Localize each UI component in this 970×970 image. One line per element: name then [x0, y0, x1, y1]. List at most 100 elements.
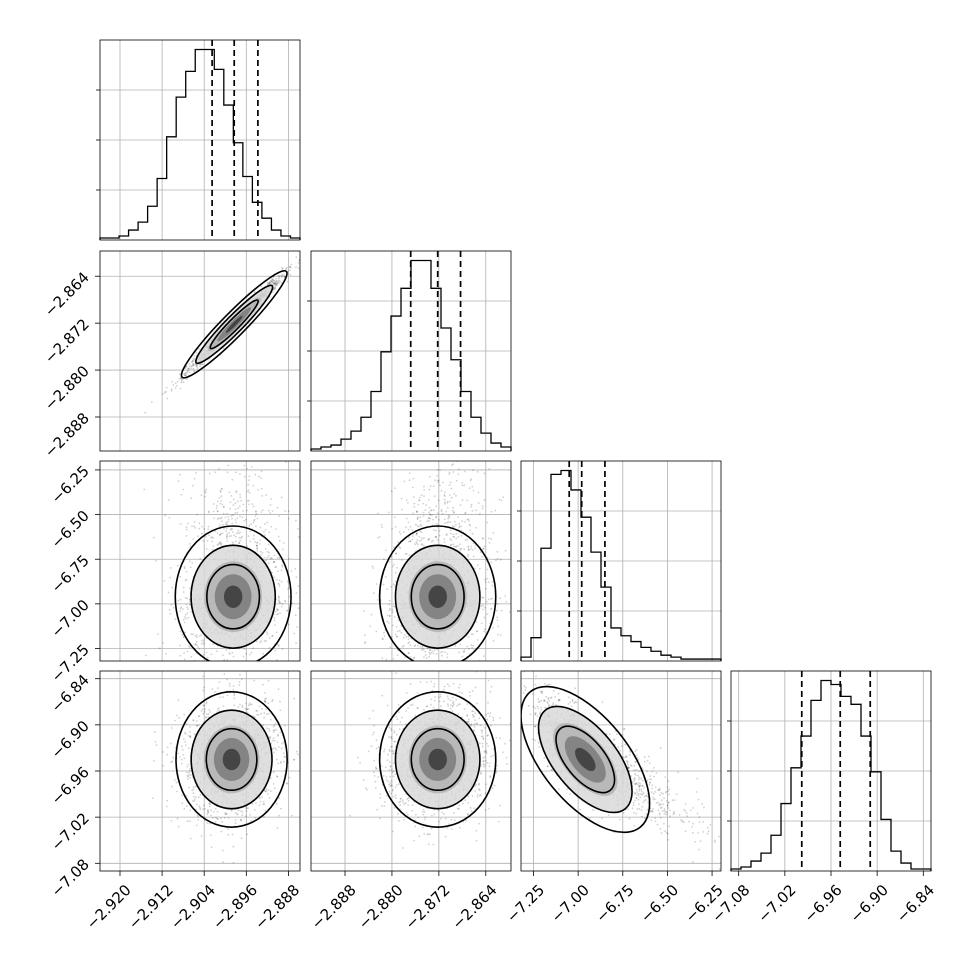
scatter-point: [197, 646, 200, 649]
scatter-point: [285, 267, 288, 270]
scatter-point: [298, 536, 300, 538]
scatter-point: [208, 805, 211, 808]
scatter-point: [461, 482, 464, 484]
scatter-point: [448, 473, 451, 475]
scatter-point: [187, 367, 190, 370]
scatter-point: [212, 811, 215, 813]
scatter-point: [192, 364, 195, 366]
scatter-point: [239, 819, 242, 821]
scatter-point: [176, 714, 178, 717]
scatter-point: [472, 644, 475, 647]
scatter-point: [271, 510, 274, 512]
scatter-point: [261, 495, 264, 497]
contour-line: [174, 525, 292, 661]
scatter-point: [183, 374, 186, 377]
scatter-point: [212, 510, 215, 513]
scatter-point: [495, 559, 497, 562]
scatter-point: [169, 742, 172, 745]
scatter-point: [475, 526, 478, 529]
scatter-point: [451, 509, 454, 512]
scatter-point: [427, 665, 429, 667]
scatter-point: [185, 617, 188, 620]
scatter-point: [172, 756, 175, 759]
scatter-point: [448, 515, 451, 517]
scatter-point: [449, 544, 452, 547]
histogram-series: [730, 679, 932, 871]
scatter-point: [187, 369, 190, 372]
scatter-point: [471, 646, 473, 649]
scatter-point: [195, 364, 198, 367]
scatter-point: [189, 731, 192, 733]
scatter-point: [403, 634, 406, 636]
scatter-point: [483, 499, 486, 502]
scatter-point: [259, 800, 262, 803]
scatter-point: [273, 286, 276, 288]
scatter-point: [459, 547, 462, 550]
scatter-point: [189, 566, 192, 569]
scatter-point: [212, 537, 215, 539]
scatter-point: [260, 470, 263, 473]
scatter-point: [268, 646, 271, 649]
scatter-point: [407, 642, 410, 645]
scatter-point: [446, 653, 449, 655]
scatter-point: [232, 861, 235, 864]
scatter-point: [450, 667, 452, 669]
scatter-point: [278, 599, 281, 602]
scatter-point: [203, 704, 206, 707]
scatter-point: [447, 514, 450, 517]
scatter-point: [239, 539, 242, 542]
scatter-point: [222, 654, 224, 657]
scatter-point: [450, 539, 453, 542]
scatter-point: [482, 655, 485, 657]
scatter-point: [191, 525, 193, 528]
scatter-point: [458, 667, 460, 669]
scatter-point: [267, 282, 270, 285]
scatter-point: [429, 649, 432, 651]
scatter-point: [216, 504, 218, 507]
scatter-point: [466, 518, 469, 521]
scatter-point: [192, 786, 195, 789]
scatter-point: [430, 509, 433, 511]
scatter-point: [391, 611, 394, 614]
scatter-point: [277, 535, 280, 538]
scatter-point: [274, 566, 277, 569]
scatter-point: [454, 545, 457, 548]
scatter-point: [297, 267, 300, 269]
scatter-point: [455, 532, 458, 535]
scatter-point: [169, 576, 172, 579]
scatter-point: [258, 705, 261, 708]
scatter-point: [437, 499, 440, 502]
scatter-point: [412, 535, 414, 538]
scatter-point: [216, 500, 219, 503]
scatter-point: [170, 819, 173, 822]
contour-line: [410, 563, 465, 630]
scatter-point: [256, 713, 258, 716]
scatter-point: [280, 496, 283, 499]
scatter-point: [464, 446, 466, 448]
scatter-point: [264, 701, 267, 704]
scatter-point: [442, 481, 444, 484]
scatter-point: [218, 534, 221, 536]
scatter-point: [273, 576, 276, 578]
scatter-point: [282, 542, 285, 544]
scatter-point: [239, 703, 241, 706]
scatter-point: [474, 544, 477, 547]
scatter-point: [207, 809, 209, 812]
scatter-point: [269, 280, 272, 283]
scatter-point: [192, 719, 195, 722]
scatter-point: [426, 398, 428, 400]
scatter-point: [253, 534, 255, 537]
scatter-point: [482, 596, 485, 599]
scatter-point: [515, 541, 517, 543]
scatter-point: [414, 523, 417, 526]
scatter-point: [272, 282, 275, 285]
scatter-point: [496, 619, 499, 621]
scatter-point: [230, 495, 233, 497]
scatter-point: [443, 518, 446, 521]
scatter-point: [199, 363, 202, 366]
scatter-point: [186, 372, 188, 375]
scatter-point: [418, 535, 421, 538]
scatter-point: [242, 510, 245, 512]
scatter-point: [254, 541, 256, 543]
scatter-point: [416, 532, 418, 535]
